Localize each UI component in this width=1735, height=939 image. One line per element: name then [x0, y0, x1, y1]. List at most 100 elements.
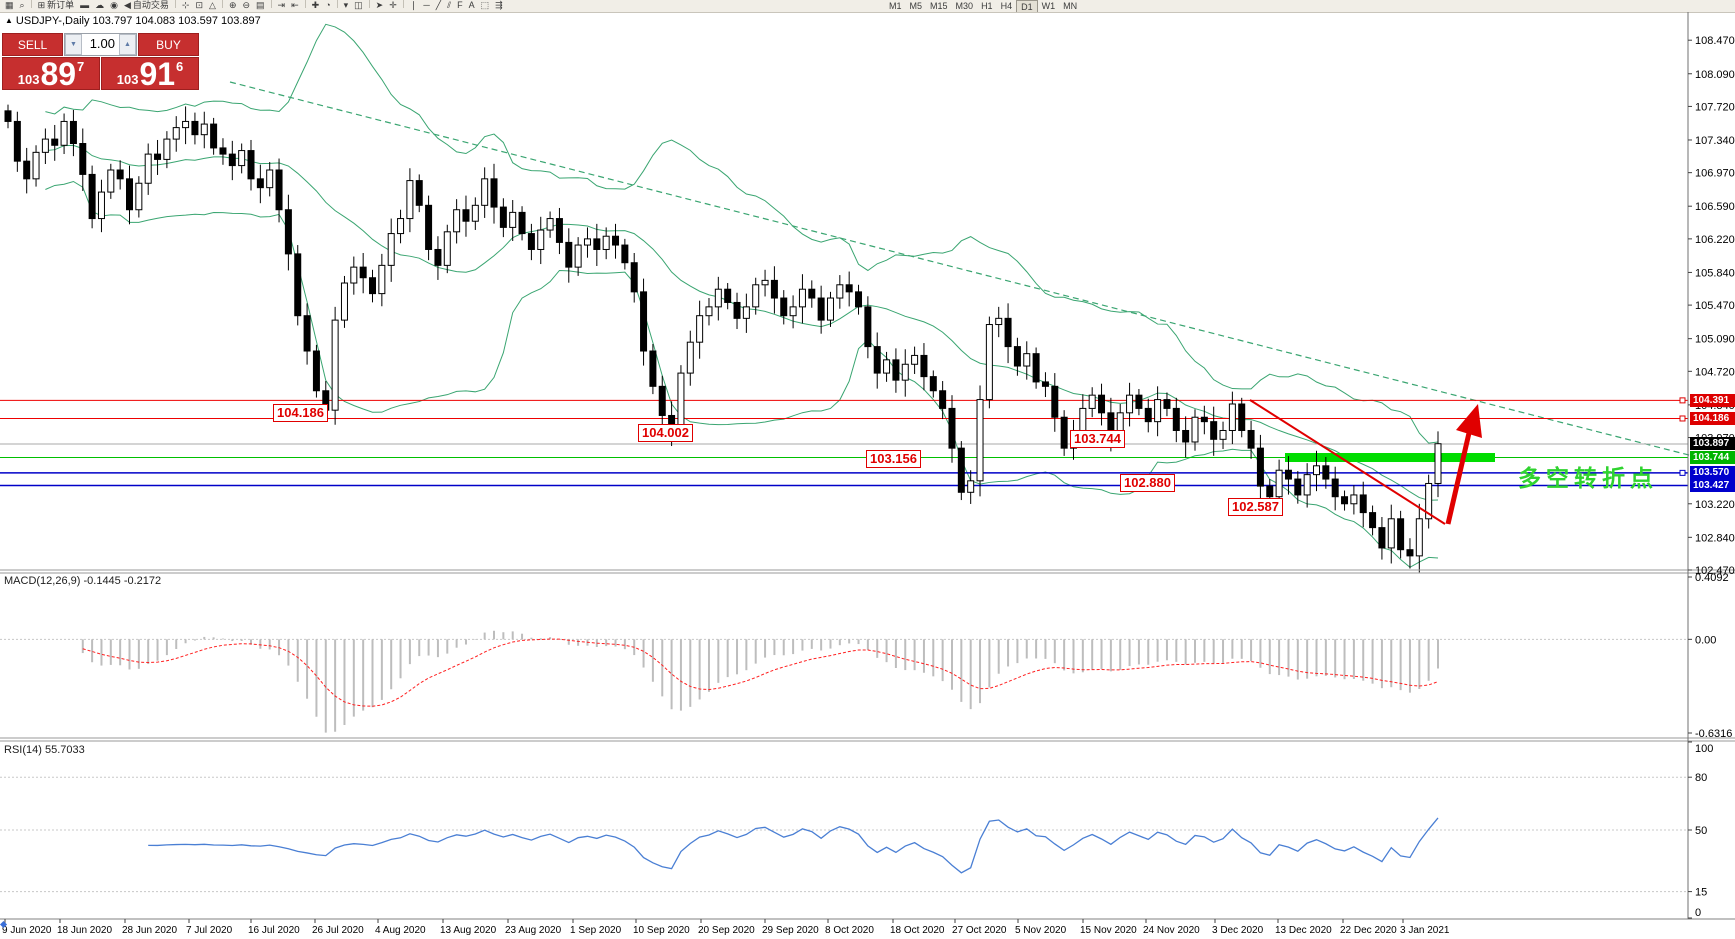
- candle-body: [1425, 482, 1433, 520]
- axis-price-box-103.427: 103.427: [1690, 478, 1735, 492]
- timeframe-button-m15[interactable]: M15: [930, 1, 948, 11]
- horizontal-line-icon[interactable]: ─: [420, 0, 432, 12]
- candle-body: [808, 288, 816, 299]
- timeframe-bar: M1 M5 M15 M30 H1 H4 D1 W1 MN: [885, 0, 1081, 12]
- chart-type-icon[interactable]: ◫: [351, 0, 366, 12]
- sell-price-button[interactable]: 103 89 7: [2, 57, 100, 90]
- bollinger-upper: [45, 23, 1439, 444]
- timeframe-button-h4[interactable]: H4: [1000, 1, 1013, 11]
- volume-input[interactable]: 1.00: [89, 36, 115, 51]
- text-label-icon[interactable]: ⬚: [478, 0, 493, 12]
- rsi-indicator-label: RSI(14) 55.7033: [4, 744, 85, 756]
- add-indicator-button[interactable]: ✚: [309, 0, 323, 12]
- auto-scroll-icon[interactable]: ⇥: [275, 0, 289, 12]
- shapes-icon: ⇶: [495, 0, 503, 10]
- fibonacci-icon[interactable]: F: [454, 0, 466, 12]
- price-tick-label: 105.470: [1695, 300, 1735, 312]
- signals-icon[interactable]: ◉: [107, 0, 121, 12]
- timeframe-button-h1[interactable]: H1: [981, 1, 993, 11]
- candle-body: [1163, 399, 1171, 409]
- tile-windows-icon[interactable]: ▤: [253, 0, 268, 12]
- period-clock-icon[interactable]: ◔: [322, 0, 333, 12]
- timeframe-button-mn[interactable]: MN: [1063, 1, 1078, 11]
- price-level-label-104.186[interactable]: 104.186: [273, 404, 328, 422]
- volume-decrease-button[interactable]: ▼: [65, 34, 82, 55]
- timeframe-button-m30[interactable]: M30: [955, 1, 974, 11]
- support-zone-bar[interactable]: [1285, 453, 1495, 463]
- templates-icon: ▾: [343, 0, 349, 10]
- cloud-icon[interactable]: ☁: [92, 0, 107, 12]
- shapes-icon[interactable]: ⇶: [492, 0, 506, 12]
- candle-body: [920, 354, 928, 378]
- buy-price-button[interactable]: 103 91 6: [101, 57, 199, 90]
- candle-body: [499, 206, 507, 228]
- price-level-label-103.156[interactable]: 103.156: [866, 450, 921, 468]
- timeframe-button-m1[interactable]: M1: [889, 1, 902, 11]
- buy-price-main: 91: [139, 56, 176, 92]
- magnifier-icon[interactable]: ⌕: [17, 0, 28, 12]
- candle-body: [1182, 429, 1190, 443]
- zoom-out-icon[interactable]: ⊖: [239, 0, 253, 12]
- candle-body: [97, 191, 105, 220]
- gold-icon[interactable]: ▬: [77, 0, 92, 12]
- price-level-label-102.880[interactable]: 102.880: [1120, 474, 1175, 492]
- vertical-line-icon[interactable]: ❘: [407, 0, 421, 12]
- autotrading-button[interactable]: ◀ 自动交易: [121, 0, 172, 12]
- new-order-button[interactable]: ⊞ 新订单: [35, 0, 78, 12]
- timeframe-button-m5[interactable]: M5: [909, 1, 923, 11]
- objects-list-icon[interactable]: △: [206, 0, 219, 12]
- crosshair-icon[interactable]: ✛: [386, 0, 400, 12]
- candle-body: [4, 110, 12, 122]
- timeframe-button-d1[interactable]: D1: [1016, 0, 1038, 12]
- price-tick-label: 107.720: [1695, 101, 1735, 113]
- candle-body: [1088, 394, 1096, 409]
- candle-body: [88, 173, 96, 220]
- turning-point-annotation[interactable]: 多空转折点: [1518, 465, 1658, 491]
- channel-icon: ⫽: [447, 0, 452, 10]
- zoom-in-icon: ⊕: [228, 0, 237, 10]
- crosshair-window-icon[interactable]: ⊹: [179, 0, 193, 12]
- templates-icon[interactable]: ▾: [341, 0, 352, 12]
- trendline-icon[interactable]: ╱: [433, 0, 444, 12]
- price-level-label-102.587[interactable]: 102.587: [1228, 498, 1283, 516]
- candle-body: [1284, 469, 1292, 480]
- period-clock-icon: ◔: [325, 0, 331, 10]
- chart-shift-icon[interactable]: ⇤: [288, 0, 302, 12]
- price-level-label-104.002[interactable]: 104.002: [638, 424, 693, 442]
- volume-stepper[interactable]: ▼ 1.00 ▲: [64, 33, 137, 56]
- channel-icon[interactable]: ⫽: [444, 0, 454, 12]
- price-level-label-103.744[interactable]: 103.744: [1070, 430, 1125, 448]
- cursor-icon[interactable]: ➤: [373, 0, 387, 12]
- data-window-icon[interactable]: ⊡: [192, 0, 206, 12]
- candle-body: [1013, 346, 1021, 367]
- candle-body: [518, 211, 526, 235]
- price-tick-label: 108.090: [1695, 69, 1735, 81]
- candle-body: [247, 150, 255, 180]
- crosshair-icon: ✛: [389, 0, 397, 10]
- down-trendline[interactable]: [1249, 399, 1446, 525]
- zoom-in-icon[interactable]: ⊕: [226, 0, 240, 12]
- candle-body: [1060, 416, 1068, 449]
- sell-button[interactable]: SELL: [2, 33, 63, 56]
- candle-body: [901, 363, 909, 381]
- volume-increase-button[interactable]: ▲: [119, 34, 136, 55]
- fibonacci-icon: F: [457, 0, 463, 10]
- candle-body: [1004, 317, 1012, 348]
- date-label: 20 Sep 2020: [698, 925, 755, 936]
- autotrading-button: ◀: [123, 0, 131, 10]
- toolbar-divider: [336, 0, 338, 8]
- text-icon[interactable]: A: [466, 0, 478, 12]
- toolbar-divider: [221, 0, 223, 8]
- new-chart-icon[interactable]: ▦: [2, 0, 17, 12]
- candle-body: [228, 153, 236, 167]
- candle-body: [892, 359, 900, 381]
- one-click-trading-panel: SELL ▼ 1.00 ▲ BUY 103 89 7 103 91 6: [2, 33, 199, 90]
- up-arrow[interactable]: [1445, 419, 1475, 525]
- buy-button[interactable]: BUY: [138, 33, 199, 56]
- candle-body: [948, 407, 956, 449]
- candle-body: [864, 306, 872, 348]
- timeframe-button-w1[interactable]: W1: [1041, 1, 1056, 11]
- date-label: 24 Nov 2020: [1143, 925, 1200, 936]
- ma-trendline[interactable]: [229, 81, 1721, 464]
